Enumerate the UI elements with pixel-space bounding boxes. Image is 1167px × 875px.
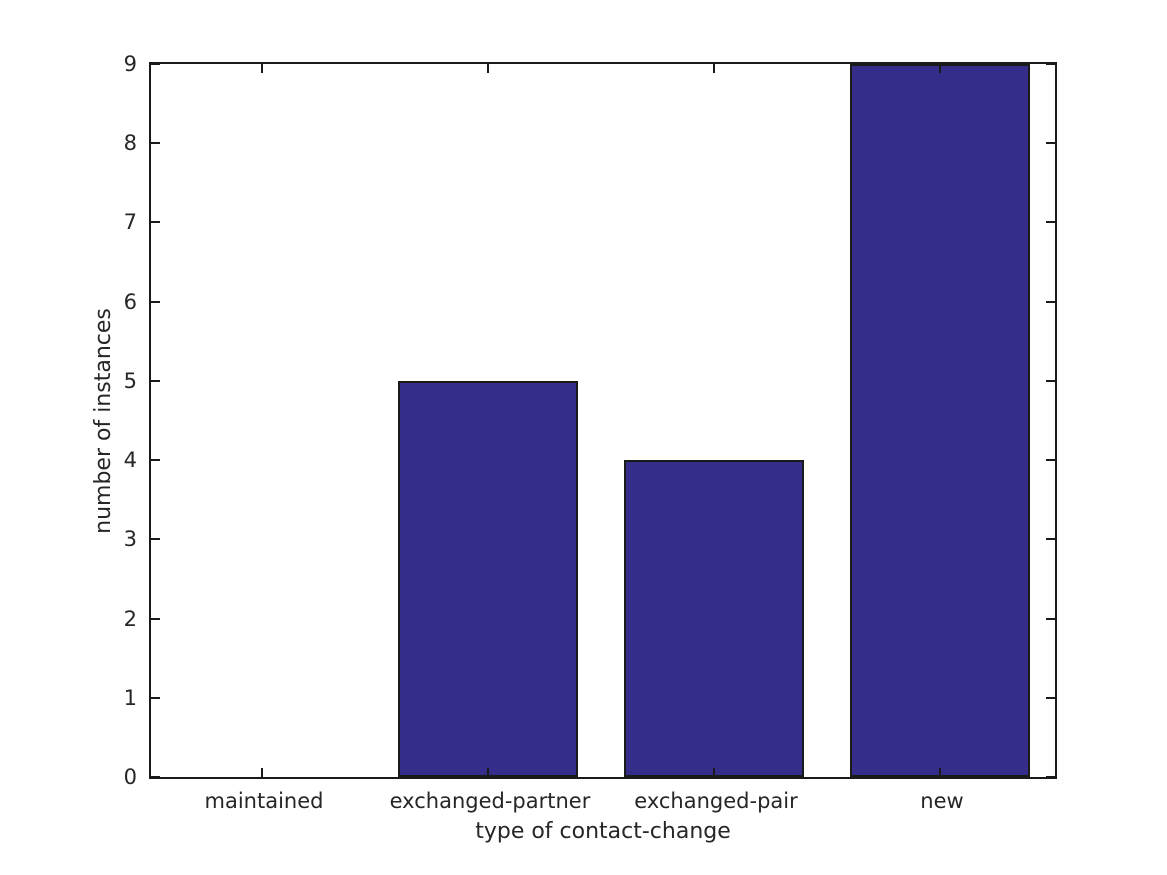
x-tick-label-maintained: maintained bbox=[204, 789, 324, 813]
y-tick-left bbox=[151, 300, 160, 303]
y-tick-right bbox=[1046, 379, 1055, 382]
y-tick-right bbox=[1046, 300, 1055, 303]
y-tick-label-1: 1 bbox=[123, 685, 137, 710]
y-tick-left bbox=[151, 696, 160, 699]
x-tick-bottom bbox=[713, 768, 715, 777]
y-tick-left bbox=[151, 379, 160, 382]
y-axis-title: number of instances bbox=[91, 308, 116, 534]
y-tick-right bbox=[1046, 538, 1055, 541]
y-tick-right bbox=[1046, 696, 1055, 699]
y-tick-label-8: 8 bbox=[123, 131, 137, 156]
y-tick-label-7: 7 bbox=[123, 210, 137, 235]
y-tick-right bbox=[1046, 63, 1055, 65]
y-tick-label-4: 4 bbox=[123, 448, 137, 473]
y-tick-left bbox=[151, 776, 160, 778]
x-tick-top bbox=[939, 64, 941, 73]
y-tick-label-0: 0 bbox=[123, 765, 137, 789]
y-tick-right bbox=[1046, 142, 1055, 145]
x-tick-label-new: new bbox=[920, 789, 964, 813]
y-tick-right bbox=[1046, 617, 1055, 620]
y-tick-right bbox=[1046, 221, 1055, 224]
y-tick-label-6: 6 bbox=[123, 289, 137, 314]
x-tick-bottom bbox=[487, 768, 489, 777]
y-tick-left bbox=[151, 538, 160, 541]
x-tick-label-exchanged-partner: exchanged-partner bbox=[389, 789, 591, 813]
plot-area bbox=[149, 62, 1057, 779]
y-tick-label-9: 9 bbox=[123, 52, 137, 76]
x-tick-bottom bbox=[261, 768, 263, 777]
x-tick-top bbox=[261, 64, 263, 73]
x-tick-top bbox=[713, 64, 715, 73]
y-tick-label-2: 2 bbox=[123, 606, 137, 631]
y-tick-label-5: 5 bbox=[123, 368, 137, 393]
bar-exchanged-pair bbox=[623, 460, 805, 777]
y-tick-left bbox=[151, 617, 160, 620]
x-tick-label-exchanged-pair: exchanged-pair bbox=[634, 789, 798, 813]
y-tick-label-3: 3 bbox=[123, 527, 137, 552]
y-tick-left bbox=[151, 63, 160, 65]
x-tick-bottom bbox=[939, 768, 941, 777]
y-tick-left bbox=[151, 459, 160, 462]
y-tick-left bbox=[151, 142, 160, 145]
y-tick-right bbox=[1046, 459, 1055, 462]
y-tick-right bbox=[1046, 776, 1055, 778]
x-tick-top bbox=[487, 64, 489, 73]
x-axis-title: type of contact-change bbox=[475, 819, 731, 844]
bar-exchanged-partner bbox=[397, 380, 579, 777]
y-tick-left bbox=[151, 221, 160, 224]
bar-new bbox=[849, 64, 1031, 777]
